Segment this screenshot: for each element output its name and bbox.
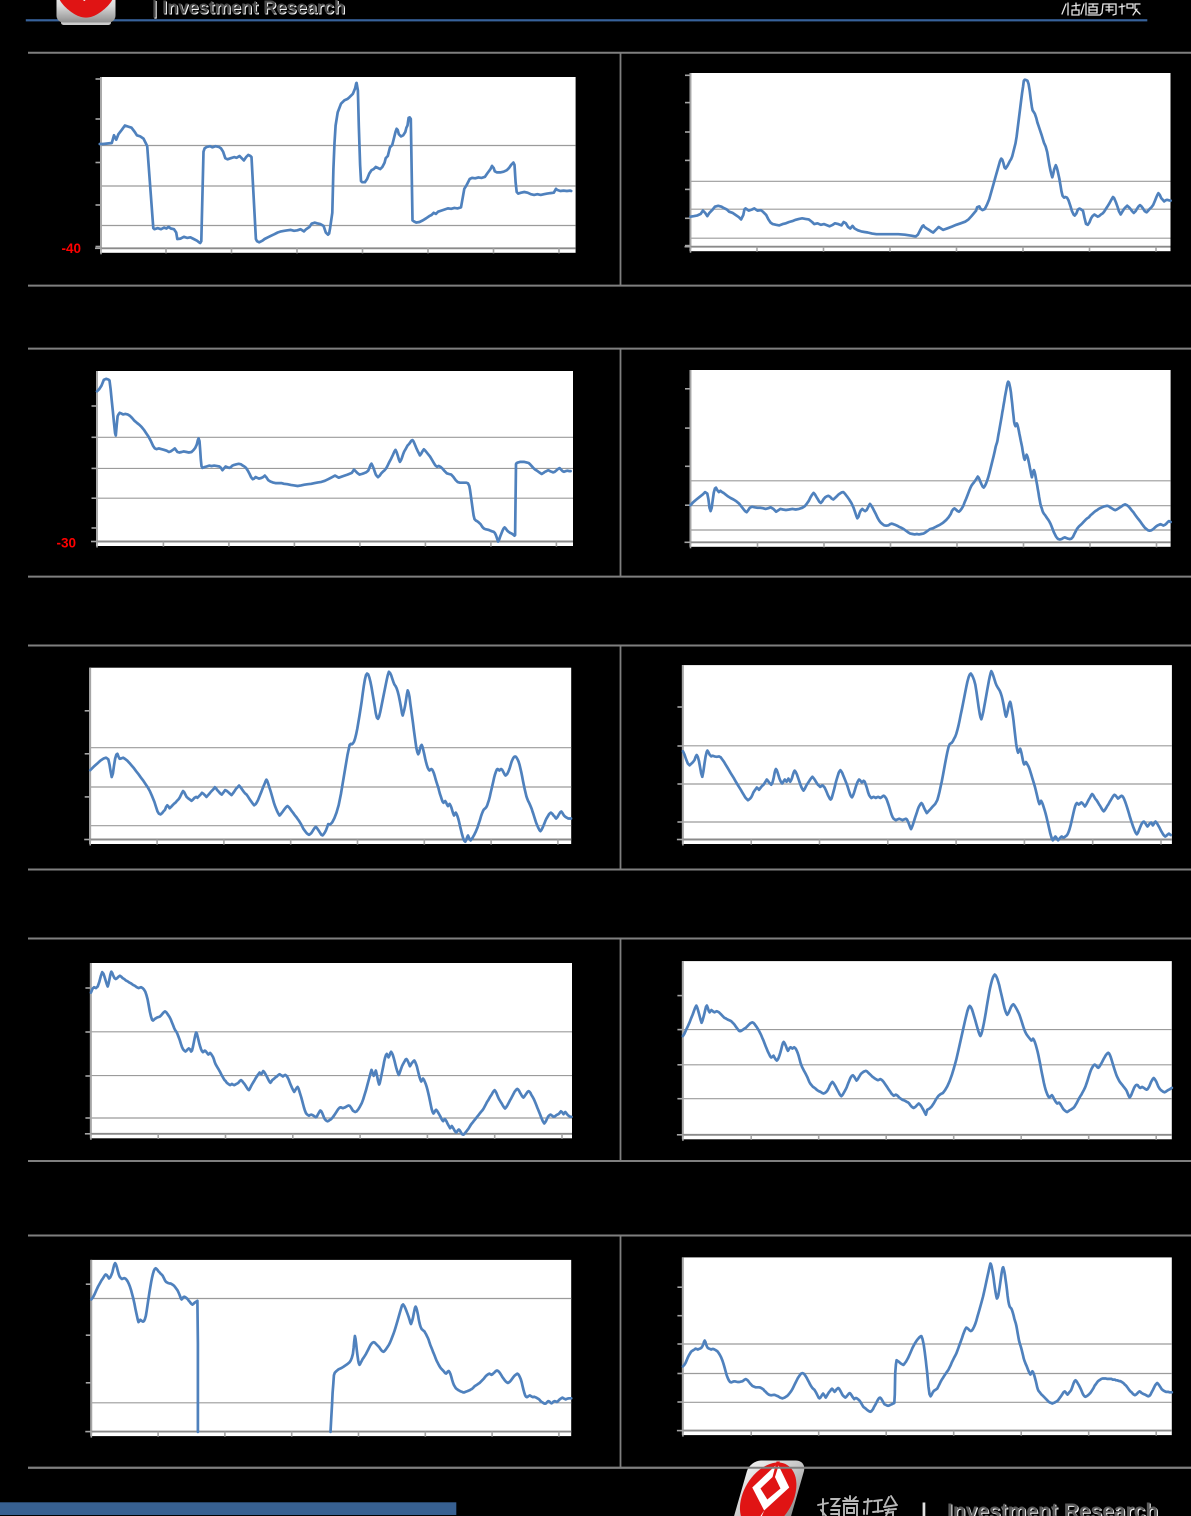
svg-text:-40: -40 xyxy=(61,241,81,256)
svg-text:-30: -30 xyxy=(56,536,76,551)
svg-text:|: | xyxy=(921,1500,927,1516)
svg-text:Investment Research: Investment Research xyxy=(948,1501,1159,1516)
svg-text:| Investment Research: | Investment Research xyxy=(153,0,346,19)
svg-text:Investment Research: Investment Research xyxy=(947,1500,1158,1516)
svg-text:| Investment Research: | Investment Research xyxy=(152,0,345,18)
